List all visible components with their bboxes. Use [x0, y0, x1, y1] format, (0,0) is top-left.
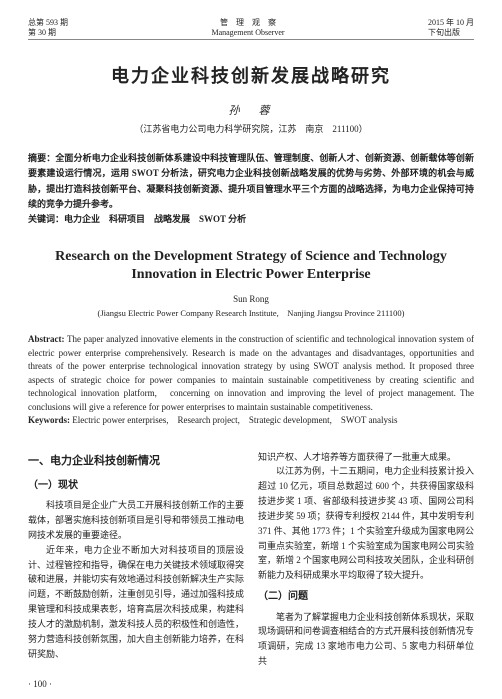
page-header: 总第 593 期 第 30 期 管 理 观 察 Management Obser…	[28, 18, 474, 40]
keywords-cn-label: 关键词：	[28, 214, 64, 224]
keywords-en-label: Keywords:	[28, 415, 72, 425]
left-column: 一、电力企业科技创新情况 （一）现状 科技项目是企业广大员工开展科技创新工作的主…	[28, 450, 244, 669]
subsection-2-heading: （二）问题	[258, 589, 474, 606]
issue-edition: 下旬出版	[428, 28, 474, 38]
abstract-en-label: Abstract:	[28, 334, 67, 344]
header-right: 2015 年 10 月 下旬出版	[428, 18, 474, 37]
header-left: 总第 593 期 第 30 期	[28, 18, 68, 37]
issue-total: 总第 593 期	[28, 18, 68, 28]
journal-name-cn: 管 理 观 察	[220, 18, 276, 27]
affiliation-en: (Jiangsu Electric Power Company Research…	[28, 307, 474, 319]
paragraph: 近年来，电力企业不断加大对科技项目的顶层设计、过程管控和指导，确保在电力关键技术…	[28, 543, 244, 662]
abstract-en-text: The paper analyzed innovative elements i…	[28, 334, 474, 412]
page-number: · 100 ·	[28, 679, 474, 689]
subsection-1-heading: （一）现状	[28, 478, 244, 495]
paragraph: 知识产权、人才培养等方面获得了一批重大成果。	[258, 450, 474, 465]
abstract-cn-text: 全面分析电力企业科技创新体系建设中科技管理队伍、管理制度、创新人才、创新资源、创…	[28, 153, 474, 209]
body-columns: 一、电力企业科技创新情况 （一）现状 科技项目是企业广大员工开展科技创新工作的主…	[28, 450, 474, 669]
section-1-heading: 一、电力企业科技创新情况	[28, 452, 244, 470]
header-center: 管 理 观 察 Management Observer	[211, 18, 284, 37]
keywords-en-text: Electric power enterprises, Research pro…	[72, 415, 397, 425]
paragraph: 笔者为了解掌握电力企业科技创新体系现状，采取现场调研和问卷调查相结合的方式开展科…	[258, 610, 474, 669]
keywords-cn-text: 电力企业 科研项目 战略发展 SWOT 分析	[64, 214, 246, 224]
journal-name-en: Management Observer	[211, 28, 284, 37]
abstract-cn-block: 摘要：全面分析电力企业科技创新体系建设中科技管理队伍、管理制度、创新人才、创新资…	[28, 151, 474, 227]
author-cn: 孙 蓉	[28, 102, 474, 118]
issue-number: 第 30 期	[28, 28, 68, 38]
abstract-en-block: Abstract: The paper analyzed innovative …	[28, 333, 474, 428]
abstract-cn-label: 摘要：	[28, 153, 55, 163]
title-en: Research on the Development Strategy of …	[28, 248, 474, 284]
title-cn: 电力企业科技创新发展战略研究	[28, 62, 474, 88]
affiliation-cn: （江苏省电力公司电力科学研究院，江苏 南京 211100）	[28, 122, 474, 135]
issue-date: 2015 年 10 月	[428, 18, 474, 28]
author-en: Sun Rong	[28, 294, 474, 304]
right-column: 知识产权、人才培养等方面获得了一批重大成果。 以江苏为例，十二五期间，电力企业科…	[258, 450, 474, 669]
paragraph: 以江苏为例，十二五期间，电力企业科技累计投入超过 10 亿元，项目总数超过 60…	[258, 464, 474, 583]
paragraph: 科技项目是企业广大员工开展科技创新工作的主要载体，部署实施科技创新项目是引导和带…	[28, 498, 244, 543]
